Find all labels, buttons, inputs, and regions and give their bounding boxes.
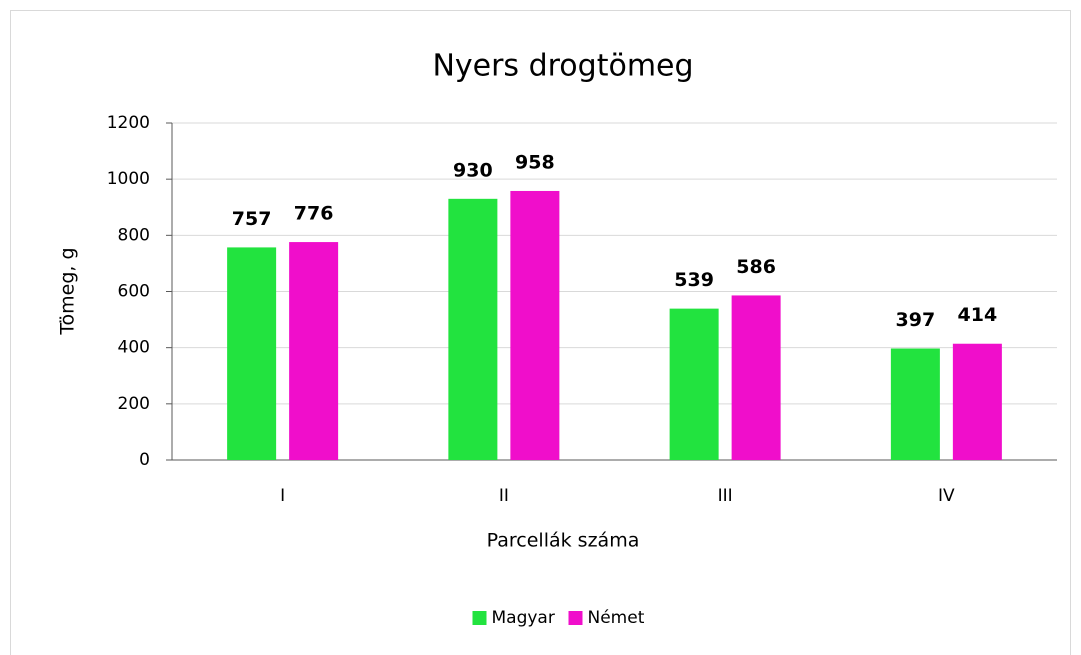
- chart-title: Nyers drogtömeg: [432, 49, 693, 84]
- bar: [510, 190, 560, 460]
- data-label: 776: [294, 203, 334, 225]
- bar: [227, 247, 277, 460]
- data-label: 930: [453, 159, 493, 181]
- legend-label: Magyar: [492, 608, 555, 628]
- data-label: 958: [515, 151, 555, 173]
- bar: [890, 348, 940, 460]
- x-axis-label: Parcellák száma: [487, 530, 640, 552]
- data-label: 757: [232, 208, 272, 230]
- x-tick-label: II: [499, 486, 509, 506]
- data-label: 414: [958, 304, 998, 326]
- x-tick-label: III: [718, 486, 733, 506]
- y-axis-label: Tömeg, g: [57, 247, 79, 335]
- bar: [731, 295, 781, 460]
- bar: [952, 343, 1002, 460]
- legend-swatch: [568, 611, 583, 625]
- bar: [669, 308, 719, 460]
- y-tick-label: 1200: [107, 113, 150, 133]
- legend-label: Német: [588, 608, 645, 628]
- bar: [289, 242, 339, 460]
- data-label: 397: [896, 309, 936, 331]
- data-label: 539: [674, 269, 714, 291]
- legend-swatch: [472, 611, 487, 625]
- y-tick-label: 600: [118, 282, 150, 302]
- x-tick-label: I: [280, 486, 285, 506]
- x-tick-label: IV: [938, 486, 955, 506]
- y-tick-label: 400: [118, 338, 150, 358]
- y-tick-label: 200: [118, 394, 150, 414]
- data-label: 586: [736, 256, 776, 278]
- bar: [448, 198, 498, 460]
- y-tick-label: 0: [139, 450, 150, 470]
- y-tick-label: 1000: [107, 169, 150, 189]
- y-tick-label: 800: [118, 225, 150, 245]
